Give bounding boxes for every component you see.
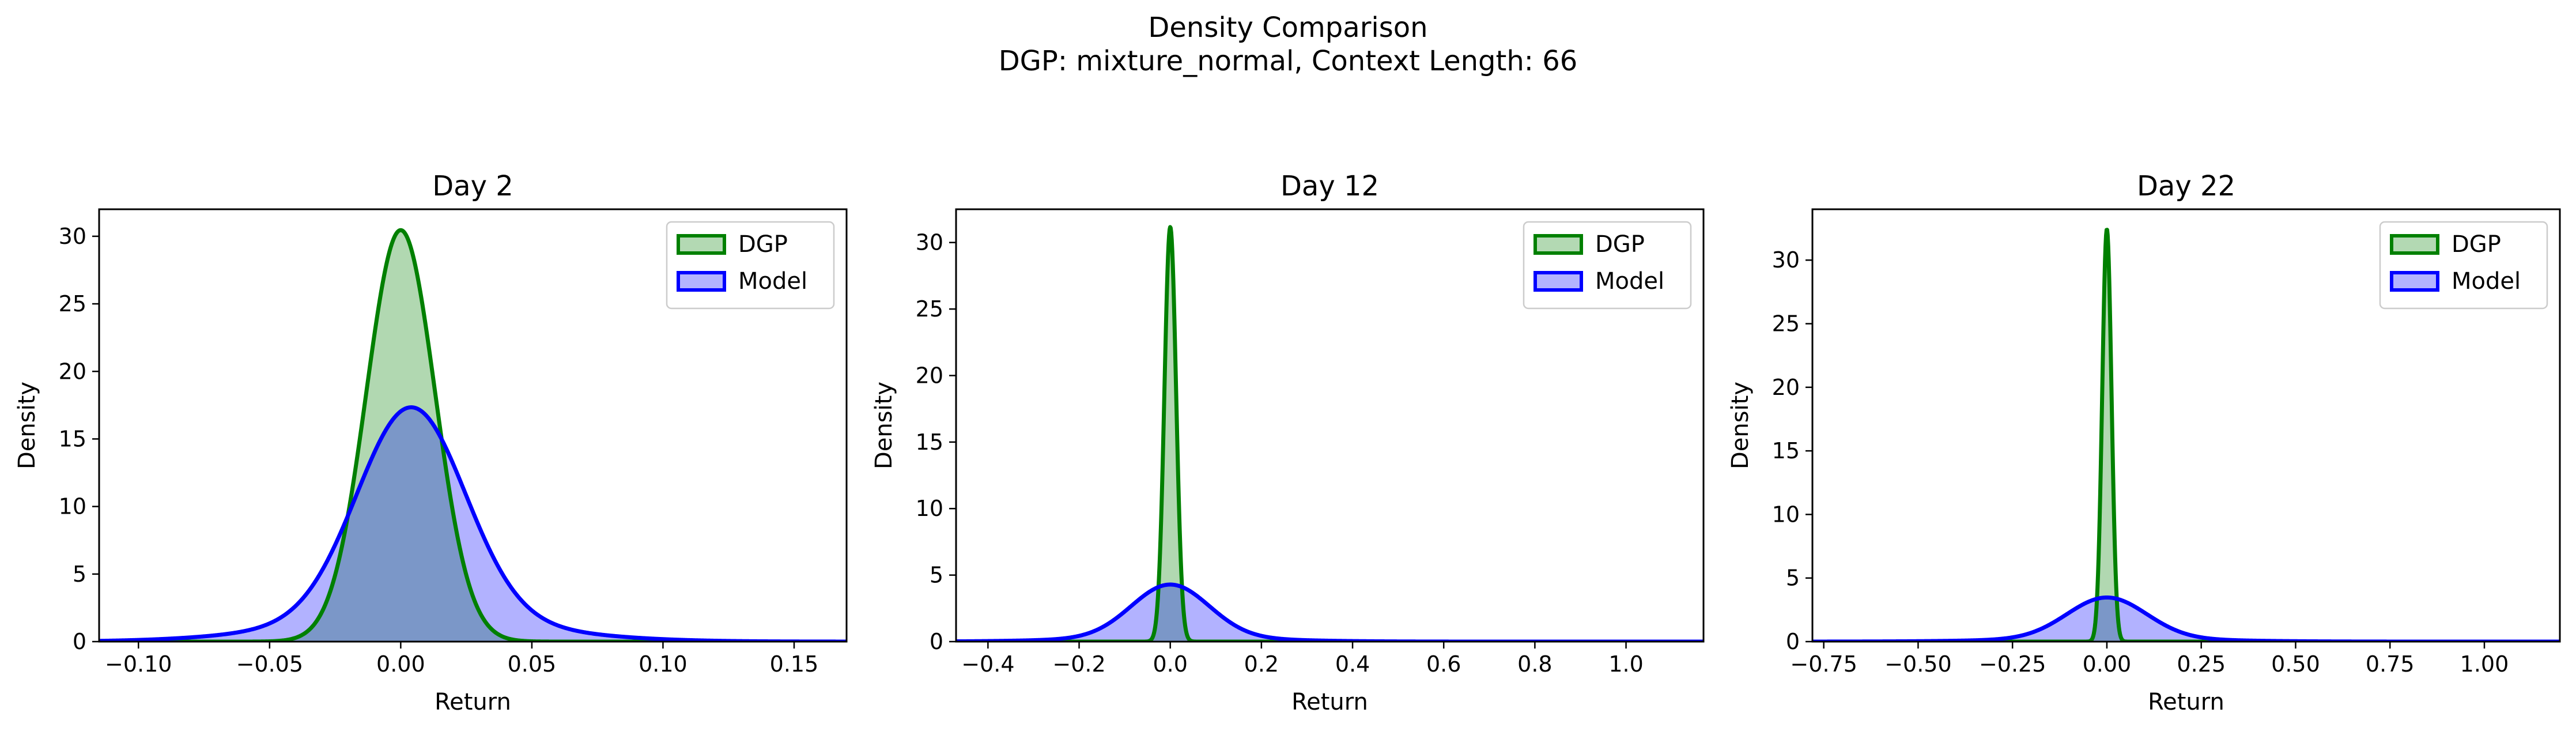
x-tick-label: −0.50 [1884,651,1951,677]
x-tick-label: 0.2 [1244,651,1279,677]
y-tick-label: 15 [1772,438,1800,463]
y-tick-label: 10 [916,496,943,521]
x-axis-label: Return [2148,689,2224,715]
x-tick-label: −0.2 [1052,651,1105,677]
x-tick-label: 1.0 [1608,651,1643,677]
dgp-legend-swatch [1533,234,1583,255]
model-fill-area [99,407,847,642]
panels: Day 2−0.10 −0.05 0.00 0.05 0.10 0.15051015202… [14,170,2561,715]
x-tick-label: 0.75 [2366,651,2415,677]
figure-subtitle: DGP: mixture_normal, Context Length: 66 [999,45,1578,77]
dgp-legend-label: DGP [738,231,788,258]
y-axis-label: Density [14,382,40,469]
y-tick-label: 30 [916,230,943,255]
x-tick-label: 0.8 [1517,651,1552,677]
figure-title: Density Comparison [1148,12,1427,44]
y-tick-label: 15 [59,426,86,451]
x-axis-label: Return [1291,689,1368,715]
axes-frame [955,208,1705,643]
y-tick-label: 25 [59,291,86,316]
y-tick-label: 20 [916,363,943,388]
y-axis-label: Density [1727,382,1754,469]
axes-frame [1811,208,2561,643]
legend: DGP Model [666,221,835,310]
x-tick-label: 0.05 [508,651,557,677]
y-tick-label: 5 [930,563,943,588]
axes-frame [98,208,848,643]
x-tick-label: −0.05 [236,651,303,677]
x-tick-label: 0.00 [376,651,425,677]
model-legend-label: Model [1595,268,1664,295]
x-tick-label: −0.10 [105,651,172,677]
model-density-line [1812,595,2560,642]
dgp-legend-swatch [2390,234,2439,255]
model-legend-swatch [2390,271,2439,292]
x-tick-label: 1.00 [2460,651,2509,677]
panel-title: Day 12 [1281,170,1379,202]
panel-title: Day 22 [2137,170,2235,202]
dgp-density-line [99,228,847,642]
y-tick-label: 30 [59,224,86,249]
y-tick-label: 10 [59,494,86,519]
y-tick-label: 0 [930,629,943,654]
dgp-legend-swatch [677,234,726,255]
y-tick-label: 5 [73,561,86,587]
x-tick-label: 0.15 [770,651,819,677]
model-fill-area [956,585,1704,642]
dgp-legend-label: DGP [1595,231,1645,258]
y-tick-label: 20 [1772,375,1800,400]
y-tick-label: 10 [1772,502,1800,527]
y-axis-label: Density [871,382,897,469]
dgp-legend-label: DGP [2452,231,2501,258]
x-tick-label: −0.25 [1979,651,2046,677]
x-tick-label: 0.6 [1426,651,1461,677]
panel-1: Day 2 −0.10 −0.05 0.00 0.05 0.10 0.15 0 5 10 15 20 2… [14,170,848,715]
x-tick-label: 0.50 [2271,651,2320,677]
y-tick-label: 30 [1772,247,1800,273]
panel-2: Day 12 −0.4 −0.2 0.0 0.2 0.4 0.6 0.8 1.0 0 5 10 15 20… [871,170,1705,715]
panel-title: Day 2 [432,170,513,202]
x-tick-label: 0.25 [2177,651,2226,677]
x-axis-label: Return [435,689,511,715]
x-tick-label: 0.00 [2083,651,2132,677]
legend: DGP Model [2379,221,2548,310]
model-legend-label: Model [2452,268,2521,295]
x-tick-label: −0.4 [961,651,1014,677]
y-tick-label: 15 [916,429,943,455]
model-density-line [956,582,1704,642]
model-legend-swatch [1533,271,1583,292]
panel-3: Day 22 −0.75 −0.50 −0.25 0.00 0.25 0.50 0.75 1.0… [1727,170,2561,715]
x-tick-label: 0.4 [1335,651,1370,677]
legend: DGP Model [1523,221,1692,310]
y-tick-label: 25 [916,296,943,322]
plot-area [956,225,1704,642]
y-tick-label: 20 [59,359,86,384]
x-tick-label: 0.0 [1153,651,1187,677]
y-tick-label: 0 [1786,629,1800,654]
model-legend-label: Model [738,268,807,295]
x-tick-label: −0.75 [1790,651,1857,677]
y-tick-label: 0 [73,629,86,654]
model-legend-swatch [677,271,726,292]
x-tick-label: 0.10 [639,651,688,677]
y-tick-label: 25 [1772,311,1800,337]
y-tick-label: 5 [1786,566,1800,591]
